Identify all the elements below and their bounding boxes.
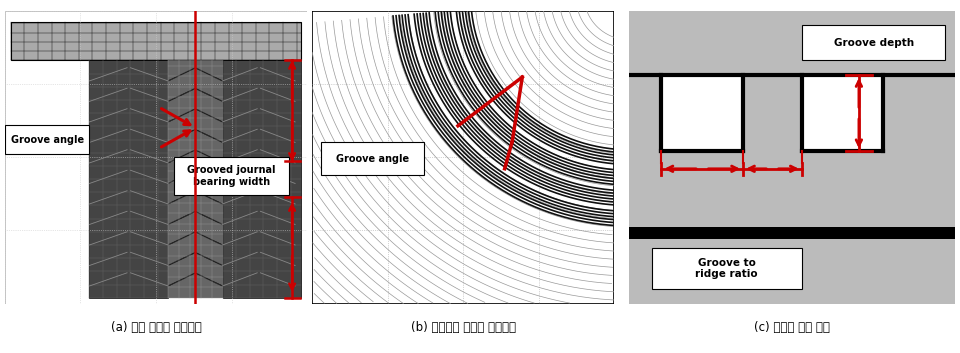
Bar: [629, 11, 955, 75]
Bar: [661, 75, 743, 151]
Bar: [629, 227, 955, 239]
Bar: [802, 75, 883, 151]
Text: Grooved journal
bearing width: Grooved journal bearing width: [187, 165, 276, 187]
Bar: [629, 239, 955, 304]
Bar: [89, 60, 168, 298]
Bar: [223, 60, 301, 298]
FancyBboxPatch shape: [174, 157, 289, 195]
FancyBboxPatch shape: [652, 248, 802, 289]
Bar: [629, 75, 661, 151]
FancyBboxPatch shape: [5, 125, 89, 154]
Text: Groove angle: Groove angle: [336, 154, 409, 163]
FancyBboxPatch shape: [802, 25, 946, 60]
Text: Groove to
ridge ratio: Groove to ridge ratio: [695, 258, 758, 279]
Text: (a) 저널 베어링 설계변수: (a) 저널 베어링 설계변수: [110, 321, 202, 334]
FancyBboxPatch shape: [321, 142, 424, 175]
Text: Groove angle: Groove angle: [11, 134, 84, 144]
Bar: [168, 60, 223, 298]
Text: Groove depth: Groove depth: [833, 38, 914, 48]
Bar: [11, 22, 301, 60]
Text: (b) 스러스트 베어링 설계변수: (b) 스러스트 베어링 설계변수: [411, 321, 516, 334]
Text: (c) 그루브 설계 변수: (c) 그루브 설계 변수: [754, 321, 830, 334]
Bar: [883, 75, 955, 151]
Bar: [743, 75, 802, 151]
